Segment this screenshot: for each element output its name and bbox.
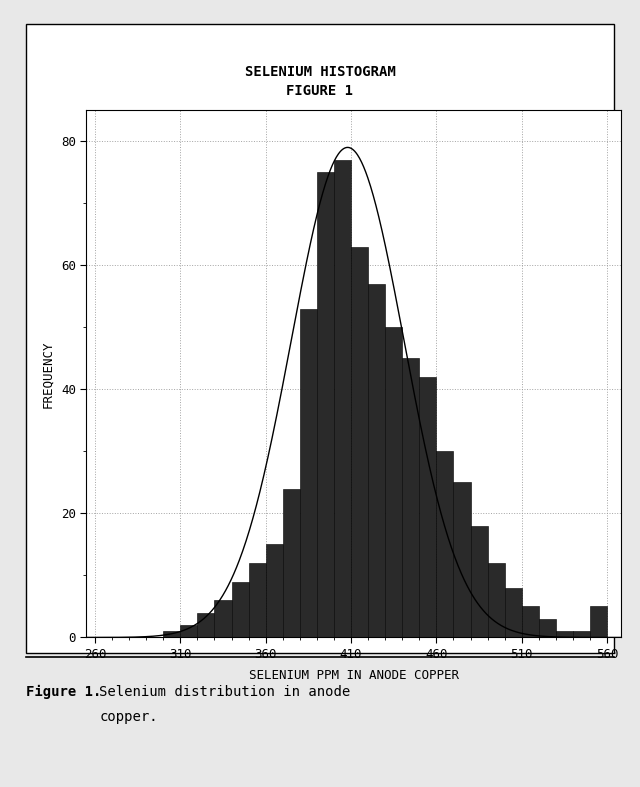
Bar bbox=[266, 545, 283, 637]
Bar bbox=[300, 309, 317, 637]
Bar bbox=[488, 563, 505, 637]
Bar bbox=[556, 631, 573, 637]
Bar bbox=[470, 526, 488, 637]
Bar bbox=[334, 160, 351, 637]
Bar bbox=[573, 631, 590, 637]
Text: Selenium distribution in anode: Selenium distribution in anode bbox=[99, 685, 351, 699]
X-axis label: SELENIUM PPM IN ANODE COPPER: SELENIUM PPM IN ANODE COPPER bbox=[248, 669, 459, 682]
Bar bbox=[522, 607, 539, 637]
Bar bbox=[248, 563, 266, 637]
Bar bbox=[385, 327, 403, 637]
Bar bbox=[590, 607, 607, 637]
Bar bbox=[180, 625, 197, 637]
Bar bbox=[197, 612, 214, 637]
Bar bbox=[539, 619, 556, 637]
Text: FIGURE 1: FIGURE 1 bbox=[287, 83, 353, 98]
Bar bbox=[403, 358, 419, 637]
Bar bbox=[214, 600, 232, 637]
Text: Figure 1.: Figure 1. bbox=[26, 685, 101, 699]
Bar bbox=[436, 452, 454, 637]
Bar bbox=[368, 284, 385, 637]
Bar bbox=[351, 246, 368, 637]
Bar bbox=[163, 631, 180, 637]
Bar bbox=[454, 482, 470, 637]
Bar bbox=[505, 588, 522, 637]
Text: copper.: copper. bbox=[99, 710, 158, 724]
Bar bbox=[283, 489, 300, 637]
Y-axis label: FREQUENCY: FREQUENCY bbox=[41, 340, 54, 408]
Text: SELENIUM HISTOGRAM: SELENIUM HISTOGRAM bbox=[244, 65, 396, 79]
Bar bbox=[419, 377, 436, 637]
Bar bbox=[232, 582, 248, 637]
Bar bbox=[317, 172, 334, 637]
